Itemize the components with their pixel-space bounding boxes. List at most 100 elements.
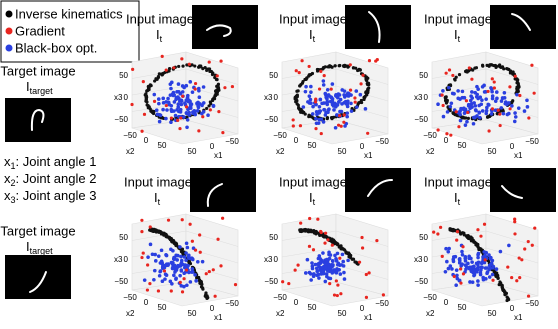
point (309, 85, 313, 89)
point (518, 256, 521, 259)
point (179, 116, 182, 119)
point (456, 230, 459, 233)
point (170, 262, 174, 266)
point (305, 76, 308, 79)
point (487, 129, 490, 132)
pane (486, 214, 538, 296)
point (459, 231, 462, 234)
point (326, 238, 329, 241)
point (483, 90, 487, 94)
point (330, 88, 333, 91)
symbol-sub: target (30, 86, 54, 96)
point (500, 109, 503, 112)
point (454, 283, 458, 287)
point (182, 115, 186, 119)
point (491, 77, 494, 80)
x1-tick-label: 0 (360, 304, 365, 313)
point (323, 241, 326, 244)
point (503, 293, 506, 296)
point (442, 104, 445, 107)
point (518, 276, 521, 279)
x3-tick-label: 50 (119, 233, 128, 242)
point (311, 264, 315, 268)
point (172, 273, 176, 277)
point (343, 277, 347, 281)
point (180, 57, 183, 60)
point (221, 131, 224, 134)
point (465, 120, 469, 124)
point (140, 230, 143, 233)
point (168, 67, 171, 70)
point (327, 266, 331, 270)
point (470, 90, 474, 94)
point (510, 101, 513, 104)
symbol: It (454, 27, 461, 44)
point (201, 288, 204, 291)
point (345, 115, 349, 119)
point (485, 64, 488, 67)
x2-tick-label: 0 (444, 136, 449, 145)
point (440, 93, 443, 96)
point (149, 107, 152, 110)
point (160, 72, 163, 75)
symbol: It (154, 190, 161, 207)
point (527, 240, 530, 243)
point (152, 93, 156, 97)
point (330, 116, 333, 119)
image (490, 168, 556, 212)
point (329, 277, 333, 281)
x3-tick-label: 0 (274, 255, 279, 264)
point (182, 271, 186, 275)
point (456, 97, 460, 101)
x2-label: x2 (426, 309, 435, 318)
point (503, 102, 507, 106)
point (194, 279, 198, 283)
point (343, 89, 347, 93)
point (177, 82, 181, 86)
point (323, 74, 326, 77)
symbol-sub: t (458, 34, 461, 44)
x3-label: x3 (264, 93, 273, 102)
point (446, 250, 450, 254)
point (325, 97, 329, 101)
point (501, 96, 505, 100)
joint-label: x3: Joint angle 3 (4, 188, 96, 205)
point (314, 127, 317, 130)
x1-tick-label: 0 (210, 142, 215, 151)
point (231, 85, 234, 88)
x1-label: x1 (214, 151, 223, 160)
point (216, 90, 219, 93)
x1-tick-label: 50 (188, 309, 197, 318)
point (382, 293, 385, 296)
point (346, 259, 350, 263)
point (199, 64, 202, 67)
point (342, 101, 346, 105)
x3-tick-label: −50 (114, 115, 128, 124)
point (505, 67, 508, 70)
point (221, 217, 224, 220)
point (287, 282, 290, 285)
point (342, 121, 345, 124)
point (201, 67, 204, 70)
point (196, 260, 200, 264)
point (474, 270, 478, 274)
point (480, 98, 484, 102)
point (480, 262, 484, 266)
point (314, 98, 317, 101)
point (171, 249, 175, 253)
point (498, 113, 501, 116)
point (336, 243, 339, 246)
panels: Input imageIt500−50x3−50050x2500−50x1Inp… (114, 5, 556, 322)
point (310, 261, 314, 265)
point (325, 275, 329, 279)
image (490, 5, 556, 49)
point (515, 279, 518, 282)
point (457, 125, 460, 128)
point (320, 231, 323, 234)
point (345, 111, 349, 115)
joint-legend: x1: Joint angle 1x2: Joint angle 2x3: Jo… (4, 154, 96, 205)
legend-marker (6, 45, 13, 52)
point (481, 65, 484, 68)
point (513, 111, 517, 115)
point (316, 218, 319, 221)
